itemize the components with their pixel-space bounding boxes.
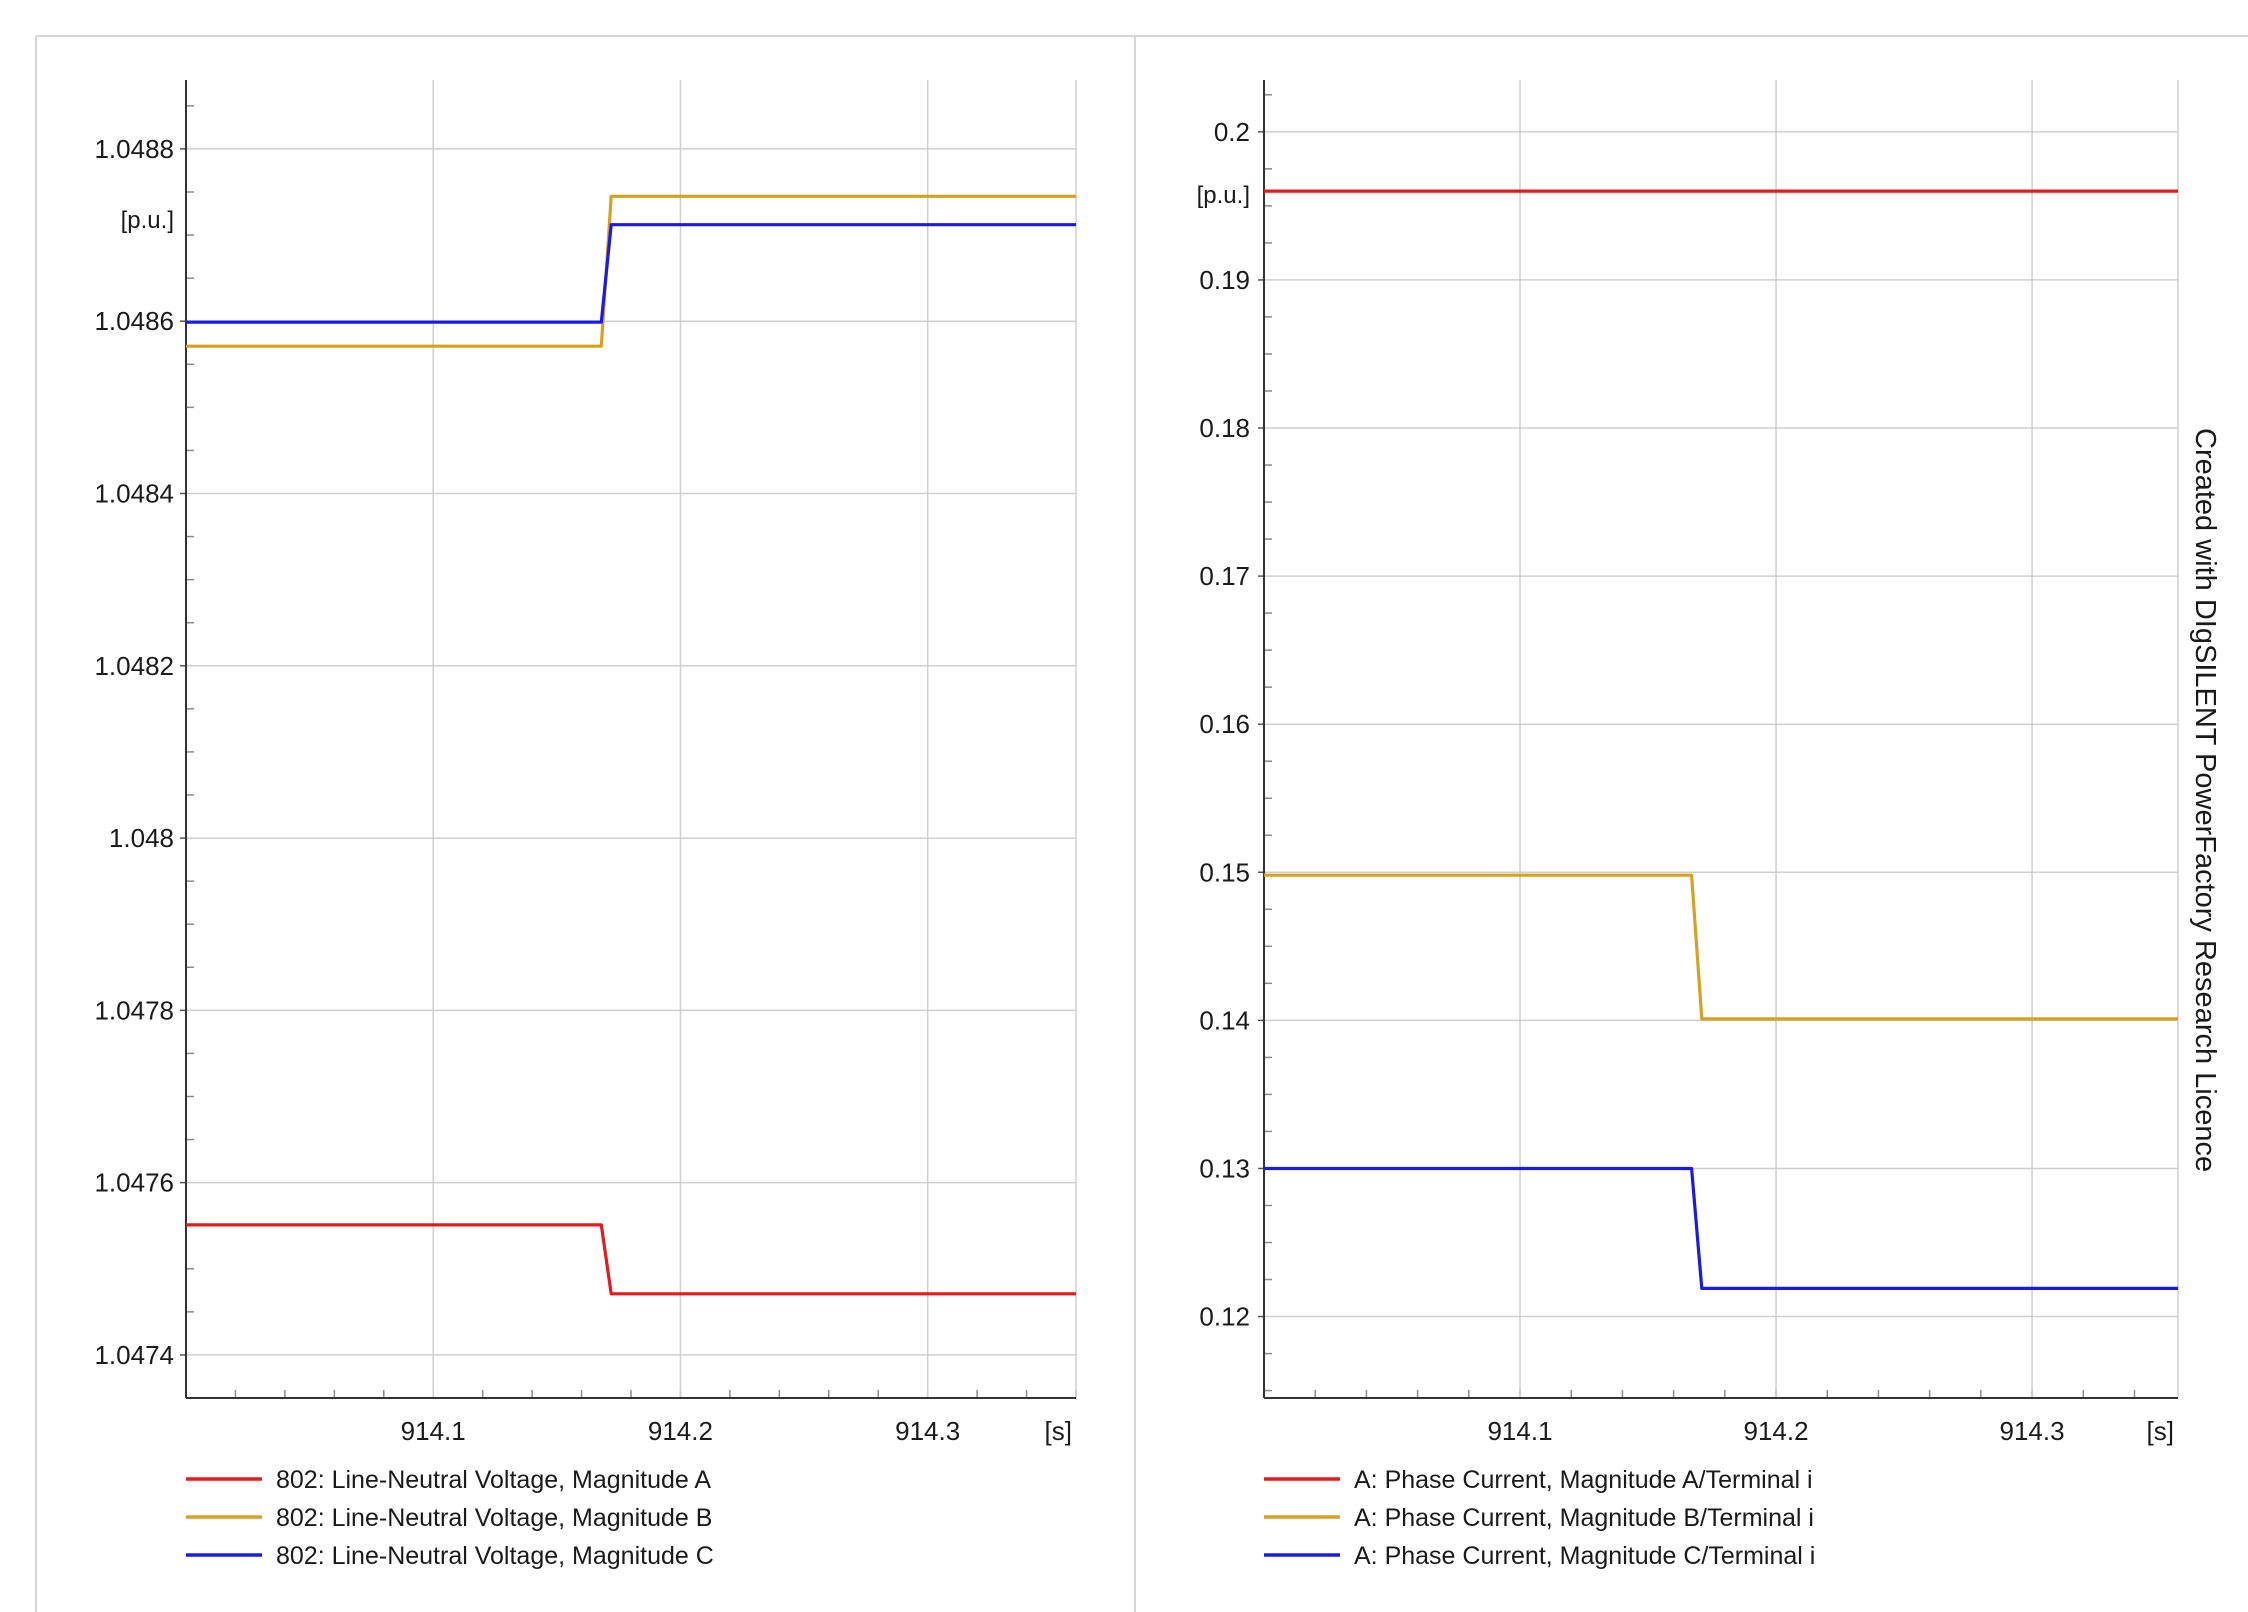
- x-tick-label: 914.1: [1487, 1416, 1552, 1446]
- x-tick-label: 914.1: [401, 1416, 466, 1446]
- y-tick-label: 0.17: [1199, 561, 1250, 591]
- series-line-1: [186, 1223, 1076, 1296]
- y-tick-label: 1.048: [109, 823, 174, 853]
- legend-label-2: A: Phase Current, Magnitude B/Terminal i: [1354, 1504, 1814, 1532]
- legend-label-3: 802: Line-Neutral Voltage, Magnitude C: [276, 1542, 714, 1570]
- x-unit-label: [s]: [2147, 1416, 2174, 1446]
- series-line-3: [1264, 1166, 2178, 1291]
- y-tick-label: 1.0486: [94, 306, 174, 336]
- x-tick-label: 914.3: [895, 1416, 960, 1446]
- y-tick-label: 1.0484: [94, 478, 174, 508]
- y-unit-label: [p.u.]: [1197, 182, 1250, 209]
- y-tick-label: 0.13: [1199, 1153, 1250, 1183]
- y-unit-label: [p.u.]: [121, 207, 174, 234]
- y-tick-label: 0.18: [1199, 413, 1250, 443]
- y-tick-label: 0.16: [1199, 709, 1250, 739]
- series-line-2: [186, 194, 1076, 348]
- legend-label-3: A: Phase Current, Magnitude C/Terminal i: [1354, 1542, 1815, 1570]
- watermark-text: Created with DIgSILENT PowerFactory Rese…: [2189, 428, 2221, 1172]
- x-unit-label: [s]: [1045, 1416, 1072, 1446]
- y-tick-label: 0.15: [1199, 857, 1250, 887]
- x-tick-label: 914.2: [1744, 1416, 1809, 1446]
- legend-label-1: A: Phase Current, Magnitude A/Terminal i: [1354, 1466, 1813, 1494]
- current-plot: 0.12 0.13 0.14 0.15 0.16 0.17 0.18 0.19 0.2 914.1…: [1197, 80, 2179, 1570]
- y-tick-label: 1.0478: [94, 995, 174, 1025]
- legend-label-2: 802: Line-Neutral Voltage, Magnitude B: [276, 1504, 712, 1532]
- series-line-2: [1264, 873, 2178, 1021]
- x-tick-label: 914.3: [2000, 1416, 2065, 1446]
- y-tick-label: 1.0488: [94, 134, 174, 164]
- legend-label-1: 802: Line-Neutral Voltage, Magnitude A: [276, 1466, 711, 1494]
- y-tick-label: 0.19: [1199, 265, 1250, 295]
- voltage-plot: 1.0474 1.0476 1.0478 1.048 1.0482 1.0484 1.048…: [94, 80, 1077, 1570]
- y-tick-label: 0.2: [1214, 117, 1250, 147]
- series-line-3: [186, 223, 1076, 324]
- y-tick-label: 1.0474: [94, 1340, 174, 1370]
- y-tick-label: 1.0476: [94, 1168, 174, 1198]
- y-tick-label: 0.14: [1199, 1005, 1250, 1035]
- x-tick-label: 914.2: [648, 1416, 713, 1446]
- y-tick-label: 1.0482: [94, 651, 174, 681]
- y-tick-label: 0.12: [1199, 1302, 1250, 1332]
